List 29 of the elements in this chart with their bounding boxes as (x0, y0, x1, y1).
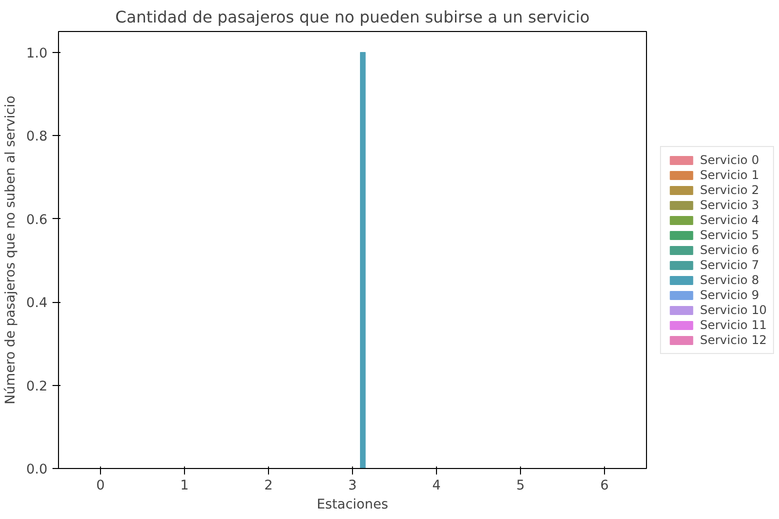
legend-label: Servicio 2 (700, 182, 760, 196)
y-tick-label: 0.6 (26, 212, 48, 228)
x-tick-label: 6 (600, 478, 609, 494)
legend-label: Servicio 12 (700, 332, 767, 346)
y-tick-label: 0.4 (26, 296, 48, 312)
y-tick-label: 0.8 (26, 130, 48, 145)
x-tick-label: 4 (432, 478, 441, 494)
legend-label: Servicio 11 (700, 318, 767, 332)
x-tick-label: 5 (516, 478, 525, 494)
legend-label: Servicio 6 (700, 242, 760, 256)
legend-label: Servicio 8 (700, 272, 760, 286)
y-tick-label: 0.2 (26, 379, 48, 394)
x-tick-label: 1 (180, 478, 189, 494)
x-tick-label: 2 (264, 478, 273, 494)
legend-label: Servicio 9 (700, 288, 760, 302)
x-tick-label: 0 (96, 478, 105, 494)
legend-label: Servicio 7 (700, 258, 760, 272)
legend-label: Servicio 1 (700, 168, 760, 182)
x-axis-title: Estaciones (316, 498, 388, 512)
y-axis-title: Número de pasajeros que no suben al servicio (3, 96, 18, 404)
legend-label: Servicio 3 (700, 198, 760, 212)
legend-label: Servicio 0 (700, 152, 760, 166)
x-tick-label: 3 (348, 478, 357, 494)
legend-label: Servicio 5 (700, 228, 760, 242)
y-tick-label: 0.0 (26, 462, 48, 478)
legend-label: Servicio 10 (700, 302, 767, 316)
legend-label: Servicio 4 (700, 212, 760, 226)
y-tick-label: 1.0 (26, 46, 48, 62)
chart-title: Cantidad de pasajeros que no pueden subirse a un servicio (115, 8, 590, 26)
